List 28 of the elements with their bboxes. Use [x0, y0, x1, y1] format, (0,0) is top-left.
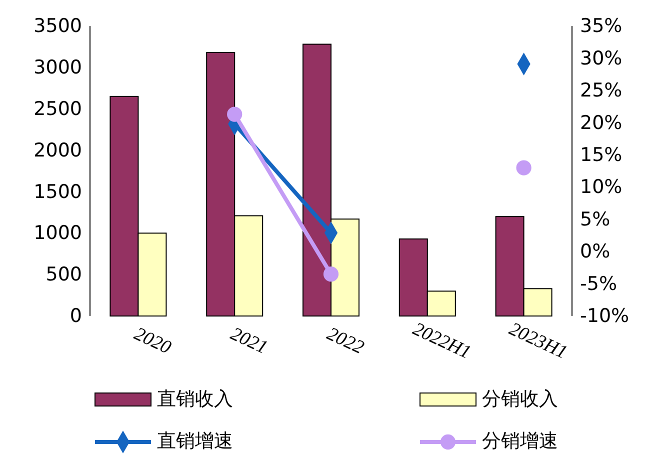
- y2-tick-label: 35%: [580, 15, 622, 38]
- point: [323, 266, 339, 282]
- x-tick-label: 2020: [130, 323, 175, 359]
- y-tick-label: 0: [70, 305, 82, 328]
- y2-tick-label: 15%: [580, 144, 622, 166]
- y-tick-label: 1500: [34, 180, 82, 203]
- y2-tick-label: -10%: [580, 305, 630, 328]
- y2-tick-label: -5%: [580, 272, 617, 295]
- point: [516, 160, 532, 176]
- y-tick-label: 500: [46, 264, 82, 286]
- legend-label: 分销增速: [482, 430, 558, 452]
- x-tick-label: 2022: [324, 323, 368, 359]
- legend-label: 分销收入: [482, 388, 558, 410]
- legend-label: 直销增速: [157, 430, 233, 452]
- legend-label: 直销收入: [157, 388, 233, 410]
- y2-tick-label: 30%: [580, 47, 622, 70]
- y2-tick-label: 20%: [580, 112, 622, 134]
- y-tick-label: 1000: [34, 222, 82, 244]
- point: [227, 106, 242, 122]
- y-tick-label: 2500: [34, 98, 82, 120]
- y2-tick-label: 10%: [580, 176, 622, 198]
- y2-tick-label: 0%: [580, 240, 610, 263]
- y-tick-label: 3500: [34, 15, 82, 38]
- y2-tick-label: 5%: [580, 208, 610, 230]
- x-tick-label: 2021: [227, 323, 271, 359]
- y-tick-label: 2000: [34, 139, 82, 162]
- y-tick-label: 3000: [34, 56, 82, 79]
- y2-tick-label: 25%: [580, 80, 622, 102]
